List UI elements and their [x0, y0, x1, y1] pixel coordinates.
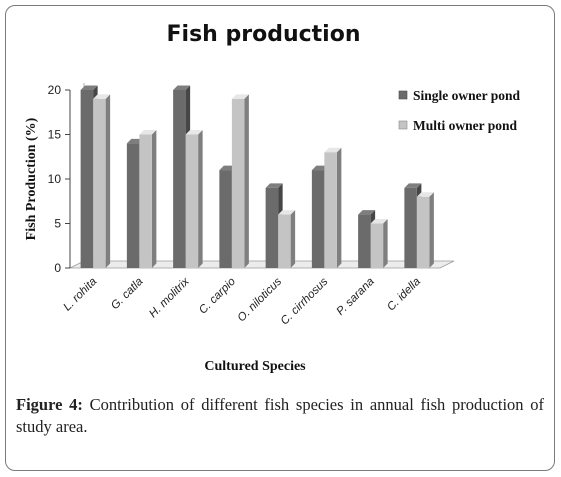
- x-tick-label: P. sarana: [334, 276, 376, 318]
- bar: [324, 152, 337, 268]
- x-tick-label: H. molitrix: [147, 275, 193, 321]
- bar-top: [358, 210, 376, 215]
- bar-top: [93, 94, 111, 99]
- caption-text: Contribution of different fish species i…: [16, 395, 544, 436]
- legend-swatch: [398, 90, 408, 100]
- bar-side: [198, 130, 203, 268]
- bar-side: [336, 147, 342, 268]
- bar-top: [173, 85, 191, 90]
- caption-label: Figure 4:: [16, 395, 83, 414]
- bar-top: [278, 210, 296, 215]
- bar: [404, 187, 417, 268]
- bar-chart: 0 5 10 15 20 Fish Production (%) L. rohita G. c…: [24, 83, 521, 374]
- x-tick-label: C. idella: [385, 276, 423, 314]
- chart-title: Fish production: [166, 22, 361, 47]
- y-axis-label: Fish Production (%): [24, 117, 39, 240]
- y-tick-label: 20: [48, 83, 62, 97]
- y-tick-label: 10: [48, 172, 62, 186]
- x-tick-label: C. carpio: [197, 275, 238, 316]
- legend-swatch: [398, 120, 408, 130]
- bar: [139, 134, 152, 268]
- bar-side: [244, 94, 249, 269]
- x-tick-label: O. niloticus: [236, 275, 285, 324]
- bar-side: [105, 94, 111, 269]
- bar-top: [80, 85, 98, 90]
- y-tick-label: 5: [54, 217, 61, 231]
- bar: [173, 90, 186, 268]
- x-tick-label: G. catla: [109, 276, 146, 313]
- bar: [231, 98, 245, 269]
- bar-top: [265, 183, 283, 188]
- bar: [278, 214, 291, 268]
- x-tick-label: L. rohita: [61, 276, 99, 314]
- bar-top: [185, 130, 203, 135]
- bar-top: [139, 130, 157, 135]
- legend-label: Multi owner pond: [413, 118, 518, 133]
- bar: [416, 196, 430, 268]
- bar: [311, 170, 325, 268]
- bar-top: [416, 192, 434, 197]
- bar: [265, 187, 279, 268]
- bar-side: [290, 210, 296, 268]
- bar-top: [231, 94, 249, 99]
- x-tick-label: C. cirrhosus: [279, 275, 331, 327]
- bar-side: [383, 219, 388, 268]
- y-tick-label: 0: [54, 261, 61, 275]
- bar: [358, 214, 371, 268]
- bar: [93, 98, 106, 269]
- bar: [219, 170, 232, 268]
- figure-caption: Figure 4: Contribution of different fish…: [16, 394, 544, 438]
- bar-top: [404, 183, 422, 188]
- bar: [370, 223, 384, 268]
- bar-top: [324, 147, 342, 153]
- bar: [80, 90, 94, 268]
- x-axis-label: Cultured Species: [204, 359, 306, 374]
- y-tick-label: 15: [48, 128, 62, 142]
- bar-side: [151, 130, 157, 268]
- bar-side: [429, 192, 434, 268]
- bar: [126, 143, 140, 268]
- legend-label: Single owner pond: [413, 88, 521, 103]
- bar: [185, 134, 199, 268]
- bar-top: [370, 219, 388, 224]
